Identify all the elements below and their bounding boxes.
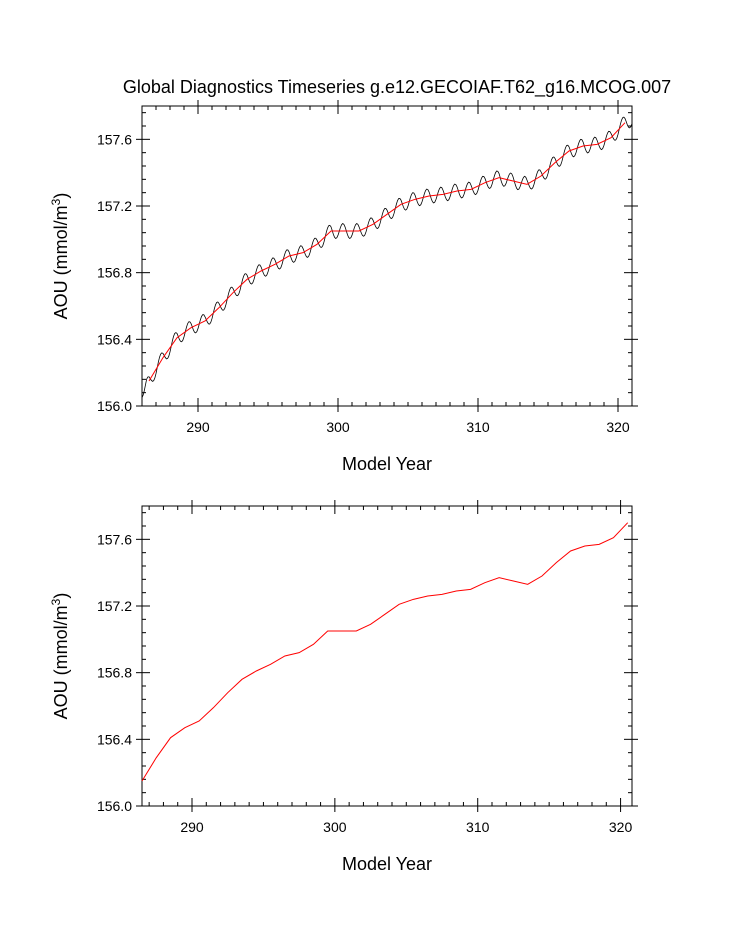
y-tick-label: 157.2 — [97, 598, 132, 614]
chart-panel-bottom: 290 300 310 320 156.0 156.4 156.8 157.2 157.6 Mod… — [49, 500, 638, 874]
y-axis-label: AOU (mmol/m3) — [49, 193, 71, 320]
y-axis-label-text: AOU (mmol/m — [51, 605, 71, 719]
y-axis-label-superscript: 3 — [49, 598, 63, 605]
x-axis-label: Model Year — [342, 454, 432, 474]
y-tick-label: 156.4 — [97, 331, 132, 347]
x-tick-label: 290 — [180, 819, 204, 835]
y-tick-label: 156.4 — [97, 731, 132, 747]
y-axis-label: AOU (mmol/m3) — [49, 593, 71, 720]
plot-frame — [141, 505, 633, 807]
x-tick-label: 320 — [606, 419, 630, 435]
y-axis-label-suffix: ) — [51, 193, 71, 199]
y-tick-label: 157.2 — [97, 198, 132, 214]
monthly-series-line — [141, 116, 633, 398]
plot-frame — [141, 105, 633, 407]
y-tick-label: 156.0 — [97, 798, 132, 814]
y-axis-label-suffix: ) — [51, 593, 71, 599]
x-tick-label: 290 — [186, 419, 210, 435]
y-tick-label: 156.0 — [97, 398, 132, 414]
y-axis-label-superscript: 3 — [49, 198, 63, 205]
annual-mean-series-line — [141, 522, 629, 782]
y-tick-label: 156.8 — [97, 665, 132, 681]
annual-mean-series-line — [148, 122, 626, 382]
x-tick-label: 300 — [323, 819, 347, 835]
y-tick-label: 157.6 — [97, 531, 132, 547]
x-tick-label: 320 — [609, 819, 633, 835]
y-tick-label: 157.6 — [97, 131, 132, 147]
y-axis-label-text: AOU (mmol/m — [51, 205, 71, 319]
y-tick-label: 156.8 — [97, 265, 132, 281]
x-axis-label: Model Year — [342, 854, 432, 874]
chart-title: Global Diagnostics Timeseries g.e12.GECO… — [123, 77, 671, 98]
x-tick-label: 310 — [466, 419, 490, 435]
x-tick-label: 310 — [466, 819, 490, 835]
chart-panel-top: Global Diagnostics Timeseries g.e12.GECO… — [49, 77, 671, 474]
x-tick-label: 300 — [326, 419, 350, 435]
